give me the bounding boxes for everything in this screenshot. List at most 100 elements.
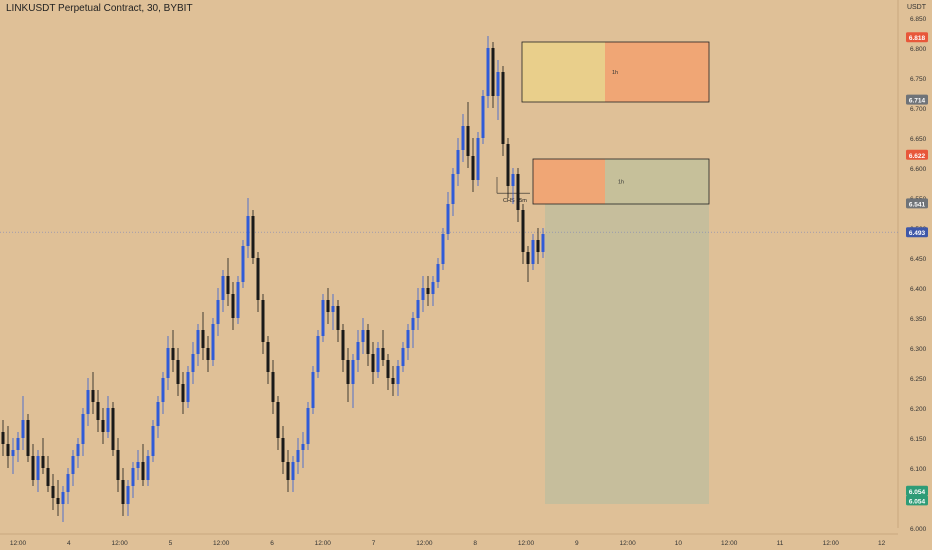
price-badge [906,485,928,496]
y-tick-label: 6.350 [910,316,927,323]
candle-body [491,48,495,96]
candle-body [446,204,450,234]
candle-body [461,126,465,150]
zone-1h-upper-right [605,42,709,102]
candle-body [421,288,425,300]
candle-body [221,276,225,300]
candle-body [261,300,265,342]
x-tick-label: 10 [675,540,683,547]
candle-body [226,276,230,294]
candle-body [56,498,60,504]
y-tick-label: 6.800 [910,46,927,53]
candle-body [61,492,65,504]
candle-body [76,444,80,456]
candle-body [286,462,290,480]
candle-body [196,330,200,354]
candle-body [1,432,5,444]
candle-body [191,354,195,372]
x-tick-label: 5 [169,540,173,547]
price-badge [906,198,928,209]
candle-body [276,402,280,438]
x-tick-label: 12:00 [10,540,27,547]
zone-1h-upper-left [522,42,605,102]
candle-body [401,348,405,366]
price-badge [906,227,928,238]
zone-label: 1h [618,180,624,186]
candle-body [176,360,180,384]
price-badge [906,32,928,43]
candle-body [271,372,275,402]
candle-body [456,150,460,174]
candle-body [201,330,205,348]
candle-body [211,324,215,360]
zone-1h-lower-left [533,159,605,204]
candle-body [151,426,155,456]
x-tick-label: 12:00 [619,540,636,547]
price-badge [906,149,928,160]
candle-body [166,348,170,378]
x-tick-label: 12:00 [823,540,840,547]
candle-body [406,330,410,348]
candle-body [361,330,365,342]
y-tick-label: 6.700 [910,106,927,113]
y-tick-label: 6.650 [910,136,927,143]
candle-body [376,348,380,372]
candle-body [11,450,15,456]
candle-body [116,450,120,480]
candle-body [46,468,50,486]
candle-body [441,234,445,264]
candle-body [321,300,325,336]
candle-body [146,456,150,480]
price-badge-label: 6.622 [909,153,926,160]
candle-body [246,216,250,246]
y-tick-label: 6.450 [910,256,927,263]
candle-body [16,438,20,450]
y-tick-label: 6.000 [910,526,927,533]
price-badge [906,495,928,506]
candle-body [171,348,175,360]
price-badge-label: 6.493 [909,230,926,237]
candle-body [451,174,455,204]
price-badge-label: 6.714 [909,98,926,105]
candle-body [341,330,345,360]
candle-body [381,348,385,360]
price-badge-label: 6.818 [909,35,926,42]
candle-body [241,246,245,282]
candle-body [26,420,30,456]
x-tick-label: 12:00 [518,540,535,547]
candle-body [6,444,10,456]
price-badge-label: 6.054 [909,498,926,505]
x-tick-label: 12:00 [111,540,128,547]
y-axis-unit: USDT [906,4,926,11]
candle-body [291,462,295,480]
chart-title: LINKUSDT Perpetual Contract, 30, BYBIT [6,3,193,14]
candle-body [141,462,145,480]
annotation-chs: CHS 15m [503,198,527,204]
x-tick-label: 8 [473,540,477,547]
candle-body [66,474,70,492]
candle-body [486,48,490,96]
price-badge-label: 6.054 [909,489,926,496]
candle-body [436,264,440,282]
candle-body [71,456,75,474]
zone-1h-upper-border [521,41,710,103]
x-tick-label: 11 [777,540,784,547]
candle-body [256,258,260,300]
candle-body [266,342,270,372]
candle-body [366,330,370,354]
candle-body [331,306,335,312]
candle-body [526,252,530,264]
zone-label: 1h [612,70,618,76]
candle-body [31,456,35,480]
candle-body [391,378,395,384]
candle-body [86,390,90,414]
candle-body [186,372,190,402]
candle-body [206,348,210,360]
candle-body [51,486,55,498]
candle-body [231,294,235,318]
x-tick-label: 6 [270,540,274,547]
candle-body [106,408,110,432]
price-badge [906,94,928,105]
